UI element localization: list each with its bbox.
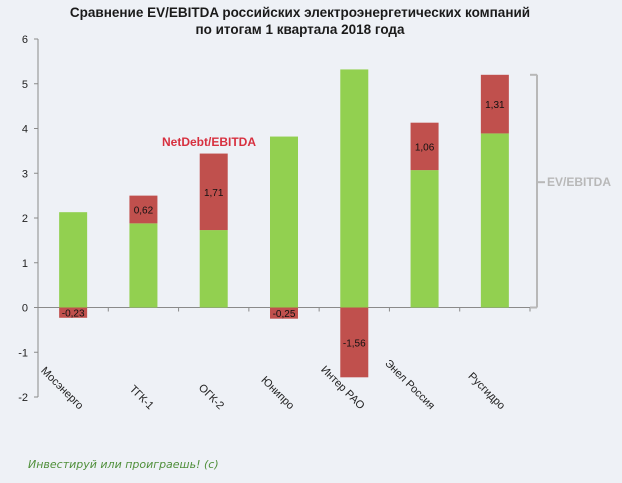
- category-label: ОГК-2: [196, 382, 226, 412]
- y-tick-label: 6: [22, 34, 28, 46]
- ev-bar: [410, 170, 439, 308]
- data-label: 1,06: [415, 142, 435, 153]
- y-tick-label: 2: [22, 213, 28, 225]
- netdebt-bar: [340, 307, 369, 378]
- y-tick-label: -1: [18, 347, 28, 359]
- data-label: 0,62: [134, 205, 154, 216]
- category-label: ТГК-1: [127, 383, 156, 412]
- ev-bar: [270, 136, 298, 308]
- netdebt-bar: [270, 307, 298, 319]
- chart-subtitle: по итогам 1 квартала 2018 года: [195, 22, 405, 37]
- ev-bar: [480, 133, 509, 308]
- ev-bar: [199, 230, 228, 308]
- y-tick-label: 4: [22, 124, 28, 136]
- netdebt-bar: [480, 74, 509, 134]
- netdebt-bar: [199, 153, 228, 231]
- category-label: Русгидро: [465, 370, 507, 412]
- data-label: -0,25: [273, 309, 296, 320]
- data-label: -0,23: [62, 309, 85, 320]
- ev-annotation: EV/EBITDA: [547, 175, 611, 189]
- category-label: Энел Россия: [382, 357, 437, 412]
- netdebt-bar: [410, 122, 439, 171]
- chart-title: Сравнение EV/EBITDA российских электроэн…: [69, 5, 531, 20]
- netdebt-bar: [129, 195, 158, 224]
- category-label: Юнипро: [259, 374, 297, 412]
- y-tick-label: 0: [22, 303, 28, 315]
- ev-bar: [129, 223, 158, 308]
- data-label: 1,71: [204, 188, 224, 199]
- y-tick-label: -2: [18, 392, 28, 404]
- watermark: Инвестируй или проиграешь! (с): [28, 458, 219, 471]
- data-label: 1,31: [485, 100, 505, 111]
- y-tick-label: 3: [22, 168, 28, 180]
- ev-bar: [59, 212, 88, 308]
- netdebt-annotation: NetDebt/EBITDA: [162, 135, 256, 149]
- y-tick-label: 5: [22, 79, 28, 91]
- category-label: Мосэнерго: [38, 365, 85, 412]
- y-tick-label: 1: [22, 258, 28, 270]
- netdebt-bar: [59, 307, 88, 318]
- data-label: -1,56: [343, 338, 366, 349]
- ev-bar: [340, 69, 369, 308]
